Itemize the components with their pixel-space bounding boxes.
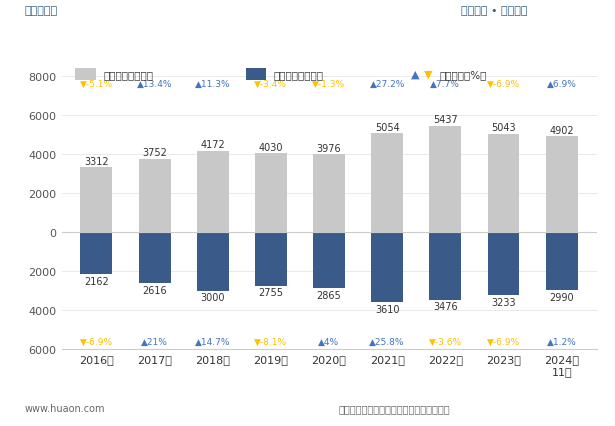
Bar [488,233,520,296]
Text: 5043: 5043 [491,123,516,133]
Text: 5054: 5054 [375,123,400,132]
Bar [313,155,345,233]
Text: 5437: 5437 [433,115,458,125]
Text: 2162: 2162 [84,276,109,286]
Text: ▲14.7%: ▲14.7% [195,337,231,346]
Bar [138,159,170,233]
Text: ▲13.4%: ▲13.4% [137,80,172,89]
Text: 出口额（亿美元）: 出口额（亿美元） [103,69,154,80]
Text: 3610: 3610 [375,304,399,314]
Text: ▼: ▼ [424,69,432,80]
Text: 数据来源：中国海关、华经产业研究院整理: 数据来源：中国海关、华经产业研究院整理 [338,403,450,413]
Bar [138,233,170,283]
Bar [313,233,345,288]
Text: ▲25.8%: ▲25.8% [370,337,405,346]
Text: 2865: 2865 [317,290,341,300]
Text: 4172: 4172 [200,140,225,150]
Text: www.huaon.com: www.huaon.com [25,403,105,413]
Bar [429,233,461,300]
Text: ▼-6.9%: ▼-6.9% [80,337,113,346]
Text: 同比增长（%）: 同比增长（%） [439,69,486,80]
Bar [255,233,287,286]
Text: ▼-6.9%: ▼-6.9% [487,337,520,346]
Bar [371,134,403,233]
Text: 4030: 4030 [259,142,283,153]
Text: 3752: 3752 [142,148,167,158]
Text: 华经情报网: 华经情报网 [25,6,58,16]
Text: 专业严谨 • 客观科学: 专业严谨 • 客观科学 [461,6,528,16]
Bar [371,233,403,303]
Bar [546,233,577,291]
Text: 3476: 3476 [433,302,458,312]
Text: ▼-1.3%: ▼-1.3% [312,80,346,89]
Bar [81,168,113,233]
Text: ▼-3.4%: ▼-3.4% [255,80,287,89]
Text: 2755: 2755 [258,288,284,298]
Text: ▼-6.9%: ▼-6.9% [487,80,520,89]
Text: ▲: ▲ [411,69,419,80]
Text: ▼-5.1%: ▼-5.1% [80,80,113,89]
Text: ▼-3.6%: ▼-3.6% [429,337,462,346]
Bar [255,154,287,233]
Text: 3233: 3233 [491,297,516,307]
Text: ▼-8.1%: ▼-8.1% [255,337,287,346]
Bar [81,233,113,275]
Text: ▲7.7%: ▲7.7% [430,80,460,89]
Text: ▲4%: ▲4% [319,337,339,346]
Bar [488,134,520,233]
Text: ▲1.2%: ▲1.2% [547,337,576,346]
Text: ▲6.9%: ▲6.9% [547,80,577,89]
Bar [75,69,96,81]
Text: 2016-2024年11月江苏省(境内目的地/货源地)进、出口额: 2016-2024年11月江苏省(境内目的地/货源地)进、出口额 [133,34,482,52]
Text: 进口额（亿美元）: 进口额（亿美元） [274,69,324,80]
Bar [197,151,229,233]
Bar [429,127,461,233]
Text: 3312: 3312 [84,156,109,167]
Bar [245,69,266,81]
Text: 3000: 3000 [200,293,225,302]
Text: 3976: 3976 [317,144,341,153]
Text: ▲21%: ▲21% [141,337,168,346]
Text: 2616: 2616 [142,285,167,295]
Text: 4902: 4902 [549,126,574,135]
Text: 2990: 2990 [549,292,574,302]
Text: ▲11.3%: ▲11.3% [195,80,231,89]
Bar [197,233,229,291]
Text: ▲27.2%: ▲27.2% [370,80,405,89]
Bar [546,137,577,233]
